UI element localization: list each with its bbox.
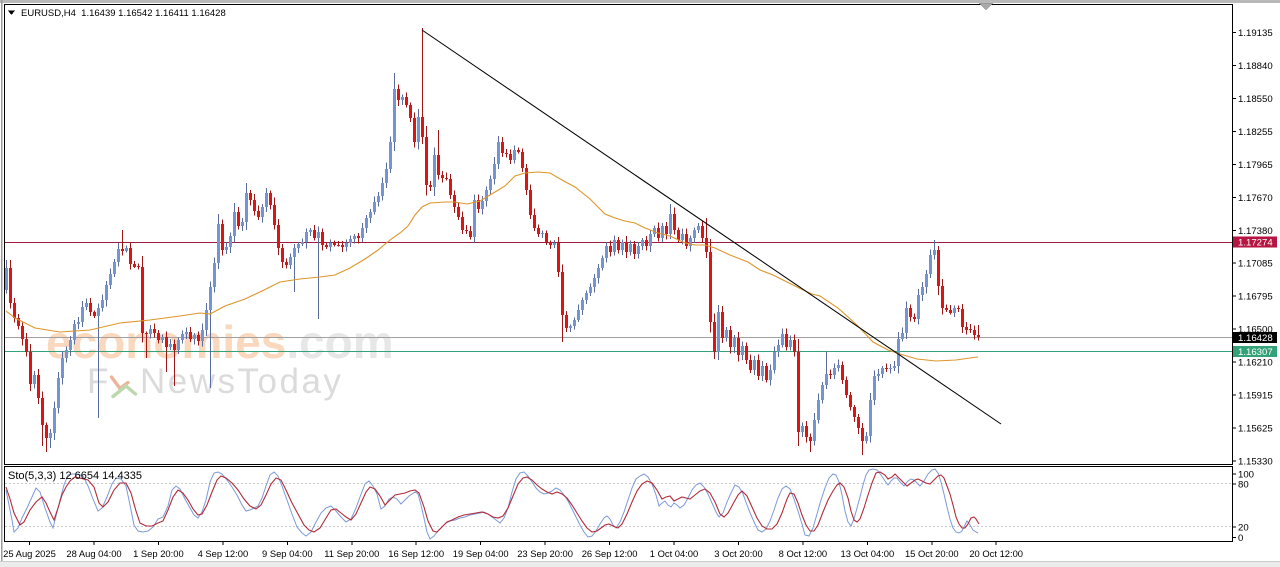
svg-text:1.17670: 1.17670 [1238,193,1273,204]
svg-text:1.16210: 1.16210 [1238,358,1273,369]
svg-text:1.17380: 1.17380 [1238,226,1273,237]
svg-text:13 Oct 04:00: 13 Oct 04:00 [841,548,895,559]
svg-text:19 Sep 04:00: 19 Sep 04:00 [453,548,509,559]
svg-text:EURUSD,H4 1.16439 1.16542 1.1: EURUSD,H4 1.16439 1.16542 1.16411 1.1642… [21,8,226,19]
svg-text:9 Sep 04:00: 9 Sep 04:00 [262,548,313,559]
svg-text:1.16428: 1.16428 [1238,333,1273,344]
svg-text:26 Sep 12:00: 26 Sep 12:00 [582,548,638,559]
svg-text:1.15915: 1.15915 [1238,391,1273,402]
svg-text:economies.com: economies.com [46,316,394,368]
svg-text:1.18550: 1.18550 [1238,94,1273,105]
svg-text:25 Aug 2025: 25 Aug 2025 [3,548,56,559]
svg-text:1.19135: 1.19135 [1238,28,1273,39]
svg-text:4 Sep 12:00: 4 Sep 12:00 [198,548,249,559]
svg-text:100: 100 [1238,469,1254,480]
svg-text:20: 20 [1238,522,1249,533]
svg-text:1.16795: 1.16795 [1238,292,1273,303]
svg-text:28 Aug 04:00: 28 Aug 04:00 [66,548,121,559]
svg-text:1.17965: 1.17965 [1238,160,1273,171]
svg-text:20 Oct 12:00: 20 Oct 12:00 [969,548,1023,559]
svg-text:1.18255: 1.18255 [1238,127,1273,138]
svg-text:16 Sep 12:00: 16 Sep 12:00 [388,548,444,559]
svg-text:23 Sep 20:00: 23 Sep 20:00 [517,548,573,559]
svg-text:NewsToday: NewsToday [140,362,343,401]
svg-text:1 Oct 04:00: 1 Oct 04:00 [650,548,698,559]
svg-text:0: 0 [1238,533,1243,544]
svg-text:11 Sep 20:00: 11 Sep 20:00 [324,548,379,559]
svg-text:1.15330: 1.15330 [1238,457,1273,468]
svg-text:3 Oct 20:00: 3 Oct 20:00 [714,548,762,559]
svg-text:1 Sep 20:00: 1 Sep 20:00 [133,548,184,559]
svg-text:80: 80 [1238,479,1249,490]
svg-text:1.18840: 1.18840 [1238,61,1273,72]
svg-text:1.17085: 1.17085 [1238,259,1273,270]
svg-text:8 Oct 12:00: 8 Oct 12:00 [779,548,827,559]
svg-text:1.15625: 1.15625 [1238,424,1273,435]
svg-text:1.17274: 1.17274 [1238,237,1273,248]
svg-text:Sto(5,3,3) 12.6654 14.4335: Sto(5,3,3) 12.6654 14.4335 [8,470,142,482]
svg-text:F: F [87,362,108,401]
svg-text:1.16307: 1.16307 [1238,347,1273,358]
svg-text:1.16500: 1.16500 [1238,325,1273,336]
svg-text:15 Oct 20:00: 15 Oct 20:00 [905,548,959,559]
